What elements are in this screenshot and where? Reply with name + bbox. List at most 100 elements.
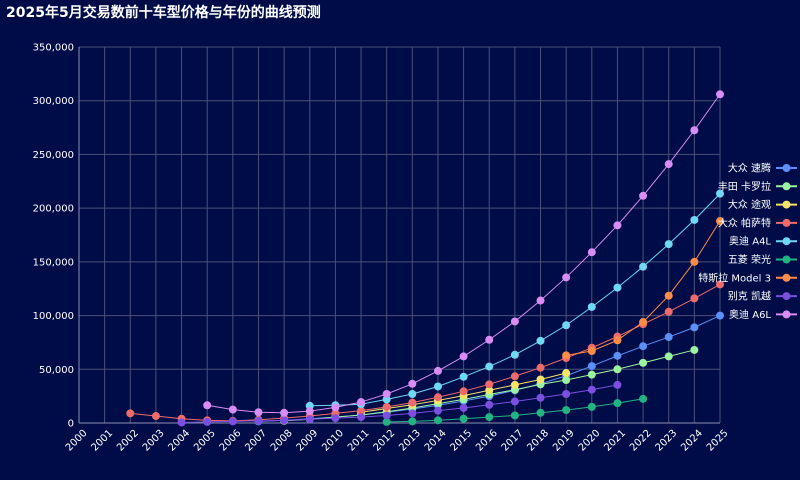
data-point[interactable] <box>280 408 289 417</box>
legend-item[interactable]: 别克 凯越 <box>728 290 797 303</box>
data-point[interactable] <box>459 387 468 396</box>
data-point[interactable] <box>664 240 673 249</box>
data-point[interactable] <box>357 413 366 422</box>
data-point[interactable] <box>177 418 186 427</box>
data-point[interactable] <box>382 402 391 411</box>
data-point[interactable] <box>536 363 545 372</box>
data-point[interactable] <box>639 342 648 351</box>
data-point[interactable] <box>459 414 468 423</box>
data-point[interactable] <box>587 347 596 356</box>
data-point[interactable] <box>587 402 596 411</box>
data-point[interactable] <box>587 302 596 311</box>
data-point[interactable] <box>562 389 571 398</box>
data-point[interactable] <box>485 380 494 389</box>
data-point[interactable] <box>613 399 622 408</box>
data-point[interactable] <box>459 403 468 412</box>
data-point[interactable] <box>690 345 699 354</box>
data-point[interactable] <box>203 417 212 426</box>
data-point[interactable] <box>613 336 622 345</box>
data-point[interactable] <box>433 416 442 425</box>
data-point[interactable] <box>331 403 340 412</box>
data-point[interactable] <box>716 217 724 226</box>
data-point[interactable] <box>433 382 442 391</box>
data-point[interactable] <box>664 352 673 361</box>
data-point[interactable] <box>562 273 571 282</box>
data-point[interactable] <box>408 398 417 407</box>
legend-item[interactable]: 大众 速腾 <box>728 162 797 175</box>
data-point[interactable] <box>587 385 596 394</box>
data-point[interactable] <box>562 406 571 415</box>
data-point[interactable] <box>254 408 263 417</box>
data-point[interactable] <box>433 366 442 375</box>
data-point[interactable] <box>690 294 699 303</box>
data-point[interactable] <box>254 416 263 425</box>
data-point[interactable] <box>587 362 596 371</box>
data-point[interactable] <box>228 417 237 426</box>
data-point[interactable] <box>357 398 366 407</box>
data-point[interactable] <box>433 406 442 415</box>
data-point[interactable] <box>562 369 571 378</box>
data-point[interactable] <box>203 401 212 410</box>
data-point[interactable] <box>459 352 468 361</box>
data-point[interactable] <box>613 380 622 389</box>
data-point[interactable] <box>510 372 519 381</box>
data-point[interactable] <box>510 397 519 406</box>
data-point[interactable] <box>690 215 699 224</box>
data-point[interactable] <box>613 351 622 360</box>
data-point[interactable] <box>357 406 366 415</box>
data-point[interactable] <box>331 414 340 423</box>
data-point[interactable] <box>562 321 571 330</box>
data-point[interactable] <box>305 407 314 416</box>
data-point[interactable] <box>485 413 494 422</box>
data-point[interactable] <box>151 412 160 421</box>
data-point[interactable] <box>459 372 468 381</box>
data-point[interactable] <box>716 280 724 289</box>
data-point[interactable] <box>510 380 519 389</box>
legend-item[interactable]: 奥迪 A4L <box>729 235 797 248</box>
data-point[interactable] <box>536 408 545 417</box>
data-point[interactable] <box>408 379 417 388</box>
data-point[interactable] <box>613 365 622 374</box>
data-point[interactable] <box>510 350 519 359</box>
data-point[interactable] <box>639 191 648 200</box>
data-point[interactable] <box>536 375 545 384</box>
data-point[interactable] <box>485 362 494 371</box>
data-point[interactable] <box>408 417 417 426</box>
data-point[interactable] <box>716 311 724 320</box>
data-point[interactable] <box>562 376 571 385</box>
data-point[interactable] <box>126 409 135 418</box>
data-point[interactable] <box>382 417 391 426</box>
legend-item[interactable]: 奥迪 A6L <box>729 308 797 321</box>
data-point[interactable] <box>639 358 648 367</box>
data-point[interactable] <box>305 415 314 424</box>
legend-item[interactable]: 大众 途观 <box>728 198 797 211</box>
data-point[interactable] <box>382 389 391 398</box>
data-point[interactable] <box>664 160 673 169</box>
data-point[interactable] <box>664 291 673 300</box>
data-point[interactable] <box>690 257 699 266</box>
legend-item[interactable]: 特斯拉 Model 3 <box>698 271 797 284</box>
data-point[interactable] <box>690 323 699 332</box>
data-point[interactable] <box>639 318 648 327</box>
data-point[interactable] <box>664 307 673 316</box>
data-point[interactable] <box>664 333 673 342</box>
data-point[interactable] <box>639 394 648 403</box>
data-point[interactable] <box>690 126 699 135</box>
data-point[interactable] <box>639 262 648 271</box>
data-point[interactable] <box>228 405 237 414</box>
legend-item[interactable]: 五菱 荣光 <box>728 253 797 266</box>
data-point[interactable] <box>536 393 545 402</box>
data-point[interactable] <box>485 400 494 409</box>
data-point[interactable] <box>510 317 519 326</box>
data-point[interactable] <box>280 416 289 425</box>
data-point[interactable] <box>716 90 724 99</box>
data-point[interactable] <box>562 351 571 360</box>
data-point[interactable] <box>613 283 622 292</box>
data-point[interactable] <box>613 221 622 230</box>
data-point[interactable] <box>716 189 724 198</box>
data-point[interactable] <box>382 411 391 420</box>
data-point[interactable] <box>587 370 596 379</box>
data-point[interactable] <box>510 411 519 420</box>
data-point[interactable] <box>536 296 545 305</box>
